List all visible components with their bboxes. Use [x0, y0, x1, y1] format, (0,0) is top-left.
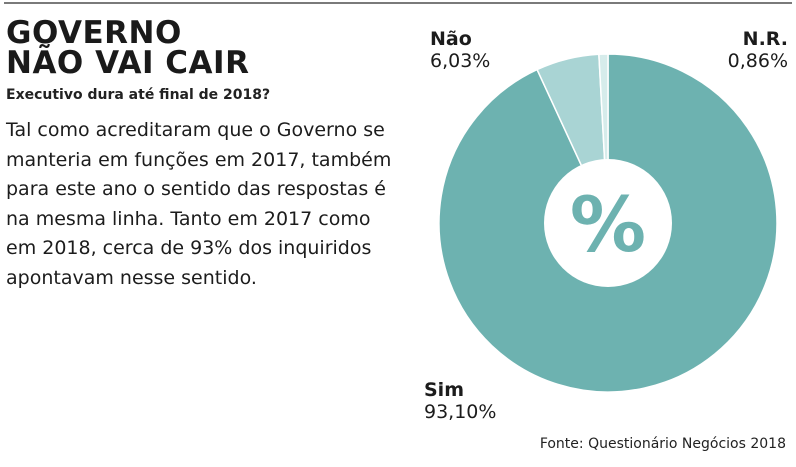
headline-line-1: GOVERNO	[6, 15, 182, 51]
chart-area: % Não 6,03% N.R. 0,86% Sim 93,10%	[400, 0, 796, 467]
subtitle: Executivo dura até final de 2018?	[6, 87, 271, 103]
label-nao-name: Não	[430, 28, 472, 50]
label-nr-name: N.R.	[742, 28, 788, 50]
center-hole	[544, 159, 672, 287]
headline: GOVERNO NÃO VAI CAIR	[6, 15, 250, 81]
label-sim-value: 93,10%	[424, 401, 497, 423]
label-sim: Sim 93,10%	[424, 379, 496, 423]
label-sim-name: Sim	[424, 379, 464, 401]
label-nr-value: 0,86%	[727, 50, 788, 72]
source-note: Fonte: Questionário Negócios 2018	[539, 436, 786, 452]
label-nao-value: 6,03%	[430, 50, 491, 72]
body-text: Tal como acreditaram que o Governo se ma…	[6, 119, 392, 289]
label-nao: Não 6,03%	[430, 28, 490, 72]
center-percent-symbol: %	[570, 180, 646, 269]
label-nr: N.R. 0,86%	[728, 28, 788, 72]
headline-line-2: NÃO VAI CAIR	[6, 45, 250, 81]
pie-chart: %	[438, 53, 778, 393]
top-rule	[4, 2, 792, 4]
